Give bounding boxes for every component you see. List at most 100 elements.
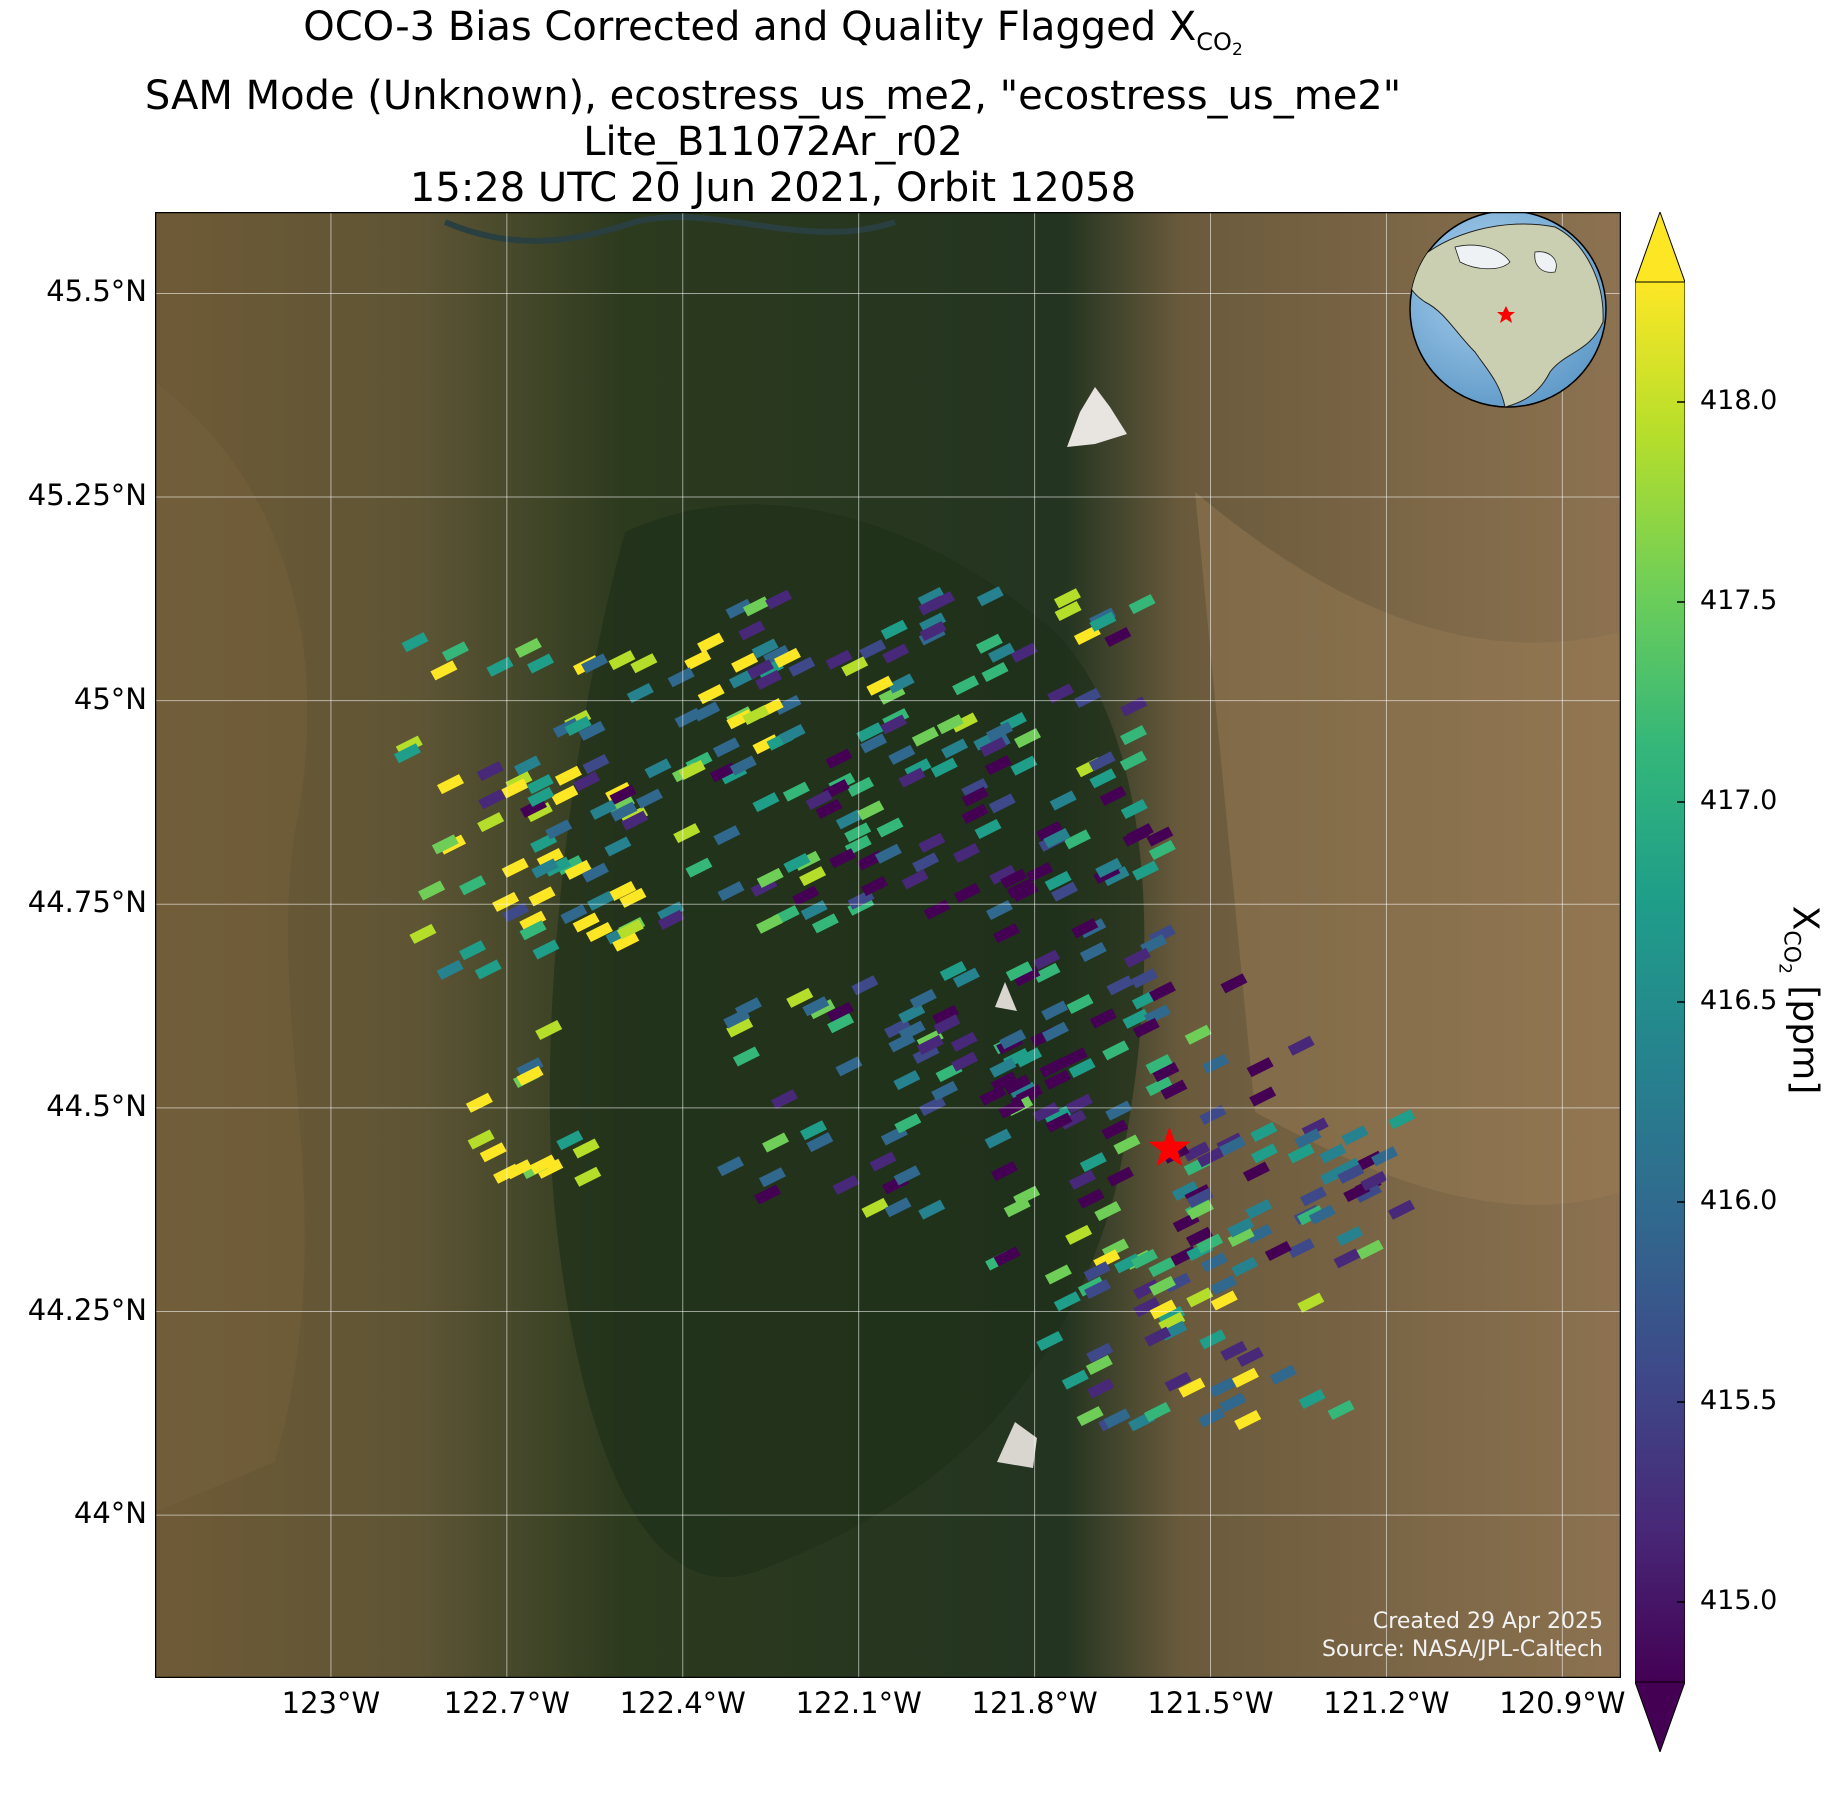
xco2-footprint [1249, 1086, 1277, 1107]
xco2-footprint [621, 810, 649, 831]
xco2-footprint [1264, 1240, 1292, 1261]
xco2-footprint [581, 862, 609, 883]
xco2-footprint [1047, 683, 1075, 704]
xco2-footprint [1003, 1074, 1031, 1095]
xco2-footprint [409, 923, 437, 944]
xco2-footprint [1089, 768, 1117, 789]
xco2-footprint [725, 598, 753, 619]
xco2-footprint [1308, 1204, 1336, 1225]
xco2-footprint [1102, 866, 1130, 887]
xco2-footprint [564, 716, 592, 737]
xco2-footprint [912, 852, 940, 873]
xco2-footprint [835, 809, 863, 830]
xco2-footprint [1231, 1256, 1259, 1277]
xco2-footprint [1089, 611, 1117, 632]
xco2-footprint [609, 881, 637, 902]
xco2-footprint [894, 1113, 922, 1134]
map-panel[interactable]: Created 29 Apr 2025 Source: NASA/JPL-Cal… [155, 212, 1621, 1678]
colorbar [1635, 212, 1685, 1752]
xco2-footprint [635, 788, 663, 809]
xco2-footprint [513, 755, 541, 776]
xco2-footprint [1068, 1169, 1096, 1190]
xco2-footprint [393, 743, 421, 764]
xco2-footprint [939, 960, 967, 981]
xco2-footprint [829, 848, 857, 869]
columbia-river [443, 214, 896, 244]
xco2-footprint [713, 825, 741, 846]
xco2-footprint [1198, 1407, 1226, 1428]
xco2-footprint [1061, 1369, 1089, 1390]
xco2-footprint [673, 823, 701, 844]
xco2-footprint [993, 1246, 1021, 1267]
xco2-footprint [1045, 1112, 1073, 1133]
xco2-footprint [619, 887, 647, 908]
xco2-footprint [1356, 1239, 1384, 1260]
xco2-footprint [1077, 1188, 1105, 1209]
xco2-footprint [893, 1165, 921, 1186]
xco2-footprint [1242, 1161, 1270, 1182]
xco2-footprint [1227, 1217, 1255, 1238]
xco2-footprint [774, 695, 802, 716]
xco2-footprint [1119, 750, 1147, 771]
xco2-footprint [1126, 823, 1154, 844]
xco2-footprint [431, 834, 459, 855]
xco2-footprint [931, 1080, 959, 1101]
xco2-footprint [1010, 642, 1038, 663]
xco2-footprint [1123, 947, 1151, 968]
colorbar-tick-label: 415.0 [1700, 1585, 1778, 1616]
xco2-footprint [815, 798, 843, 819]
lon-tick-label: 121.2°W [1323, 1686, 1450, 1720]
xco2-footprint [1122, 1008, 1150, 1029]
xco2-footprint [1044, 1069, 1072, 1090]
xco2-footprint [961, 778, 989, 799]
xco2-footprint [609, 784, 637, 805]
xco2-footprint [458, 940, 486, 961]
xco2-footprint [950, 1031, 978, 1052]
xco2-footprint [477, 812, 505, 833]
xco2-footprint [763, 645, 791, 666]
xco2-footprint [1085, 1354, 1113, 1375]
xco2-footprint [975, 633, 1003, 654]
xco2-footprint [572, 1138, 600, 1159]
xco2-footprint [1044, 870, 1072, 891]
xco2-footprint [805, 789, 833, 810]
xco2-footprint [1336, 1225, 1364, 1246]
xco2-footprint [501, 778, 529, 799]
xco2-footprint [911, 726, 939, 747]
xco2-footprint [529, 1154, 557, 1175]
title-line-2: SAM Mode (Unknown), ecostress_us_me2, "e… [144, 73, 1402, 119]
xco2-footprint [693, 701, 721, 722]
xco2-footprint [1144, 1326, 1172, 1347]
xco2-footprint [630, 653, 658, 674]
xco2-footprint [478, 789, 506, 810]
xco2-footprint [1043, 827, 1071, 848]
xco2-footprint [551, 785, 579, 806]
xco2-footprint [516, 1065, 544, 1086]
xco2-footprint [644, 758, 672, 779]
xco2-footprint [952, 967, 980, 988]
three-sisters [997, 1422, 1037, 1468]
xco2-footprint [987, 642, 1015, 663]
lat-tick-label: 45.25°N [27, 478, 147, 513]
lon-tick-label: 122.4°W [619, 1686, 746, 1720]
xco2-footprint [1220, 1340, 1248, 1361]
xco2-footprint [952, 843, 980, 864]
xco2-footprint [1164, 1371, 1192, 1392]
satellite-map[interactable] [155, 212, 1621, 1678]
xco2-footprint [1210, 1290, 1238, 1311]
xco2-footprint [986, 721, 1014, 742]
xco2-footprint [1250, 1143, 1278, 1164]
xco2-footprint [573, 771, 601, 792]
xco2-footprint [1186, 1199, 1214, 1220]
xco2-footprint [1105, 1100, 1133, 1121]
colorbar-max-extend [1635, 212, 1685, 283]
xco2-footprint [1164, 1272, 1192, 1293]
xco2-footprint [1360, 1171, 1388, 1192]
xco2-footprint [1120, 725, 1148, 746]
xco2-footprint [844, 822, 872, 843]
xco2-footprint [1320, 1164, 1348, 1185]
xco2-footprint [755, 913, 783, 934]
xco2-footprint [765, 589, 793, 610]
xco2-footprint [919, 612, 947, 633]
xco2-footprint [586, 890, 614, 911]
